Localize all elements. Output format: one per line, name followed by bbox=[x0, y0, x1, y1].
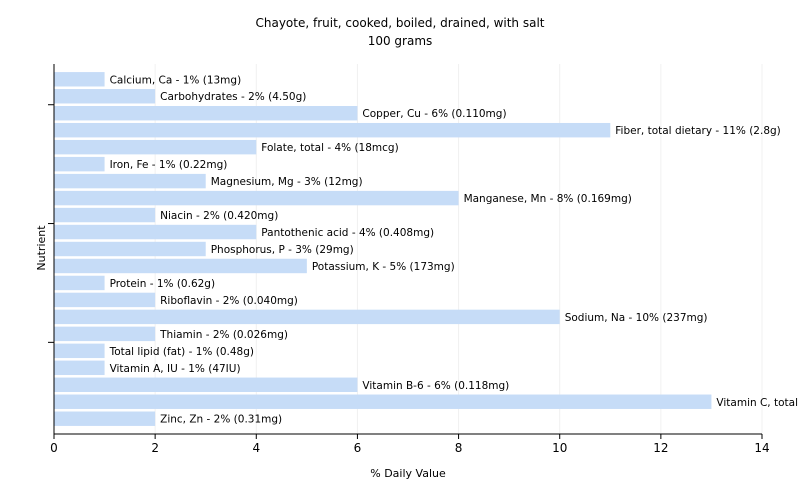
x-tick-label: 6 bbox=[354, 441, 362, 455]
bar bbox=[54, 72, 105, 87]
bar-label: Phosphorus, P - 3% (29mg) bbox=[211, 244, 354, 256]
bar-label: Thiamin - 2% (0.026mg) bbox=[159, 329, 288, 341]
x-tick-label: 10 bbox=[552, 441, 567, 455]
bar-label: Zinc, Zn - 2% (0.31mg) bbox=[160, 414, 282, 426]
bar-label: Iron, Fe - 1% (0.22mg) bbox=[110, 159, 228, 171]
bar bbox=[54, 394, 712, 409]
bar-label: Riboflavin - 2% (0.040mg) bbox=[160, 295, 298, 307]
x-tick-label: 0 bbox=[50, 441, 58, 455]
x-tick-label: 14 bbox=[754, 441, 769, 455]
x-tick-label: 8 bbox=[455, 441, 463, 455]
bar-label: Calcium, Ca - 1% (13mg) bbox=[110, 74, 242, 86]
bar bbox=[54, 309, 560, 325]
bar bbox=[54, 89, 156, 104]
bars: Calcium, Ca - 1% (13mg) Carbohydrates - 2… bbox=[54, 72, 800, 426]
bar-label: Carbohydrates - 2% (4.50g) bbox=[160, 91, 306, 103]
bar bbox=[54, 377, 358, 392]
bar bbox=[54, 156, 105, 172]
bar bbox=[54, 343, 105, 359]
x-tick-label: 12 bbox=[653, 441, 668, 455]
chart-subtitle: 100 grams bbox=[368, 34, 433, 48]
bar bbox=[54, 275, 105, 291]
bar bbox=[54, 360, 105, 376]
chart-title: Chayote, fruit, cooked, boiled, drained,… bbox=[255, 16, 544, 30]
bar bbox=[54, 241, 206, 257]
bar-label: Manganese, Mn - 8% (0.169mg) bbox=[464, 193, 632, 205]
bar bbox=[54, 190, 459, 206]
bar-label: Fiber, total dietary - 11% (2.8g) bbox=[615, 125, 780, 137]
bar bbox=[54, 207, 156, 223]
bar bbox=[54, 411, 156, 426]
bar-label: Potassium, K - 5% (173mg) bbox=[312, 261, 455, 273]
bar-label: Vitamin B-6 - 6% (0.118mg) bbox=[362, 380, 509, 392]
x-tick-label: 4 bbox=[252, 441, 260, 455]
bar-label: Total lipid (fat) - 1% (0.48g) bbox=[109, 346, 254, 358]
bar bbox=[54, 139, 257, 155]
bar-label: Vitamin C, total ascorbic acid - 13% (8.… bbox=[716, 397, 800, 409]
x-axis-label: % Daily Value bbox=[370, 467, 446, 480]
bar-label: Folate, total - 4% (18mcg) bbox=[261, 142, 398, 154]
bar bbox=[54, 258, 307, 274]
bar bbox=[54, 292, 156, 308]
bar bbox=[54, 173, 206, 189]
bar bbox=[54, 122, 611, 138]
bar-label: Vitamin A, IU - 1% (47IU) bbox=[110, 363, 241, 375]
axes: 0 2 4 6 8 10 12 14 bbox=[48, 64, 770, 455]
bar-label: Sodium, Na - 10% (237mg) bbox=[565, 312, 708, 324]
bar bbox=[54, 224, 257, 240]
bar-label: Niacin - 2% (0.420mg) bbox=[160, 210, 278, 222]
bar bbox=[54, 106, 358, 121]
bar-label: Copper, Cu - 6% (0.110mg) bbox=[362, 108, 506, 120]
bar bbox=[54, 326, 156, 342]
bar-label: Magnesium, Mg - 3% (12mg) bbox=[211, 176, 363, 188]
bar-label: Protein - 1% (0.62g) bbox=[110, 278, 216, 290]
x-tick-label: 2 bbox=[151, 441, 159, 455]
bar-label: Pantothenic acid - 4% (0.408mg) bbox=[261, 227, 434, 239]
y-axis-label: Nutrient bbox=[35, 225, 48, 271]
